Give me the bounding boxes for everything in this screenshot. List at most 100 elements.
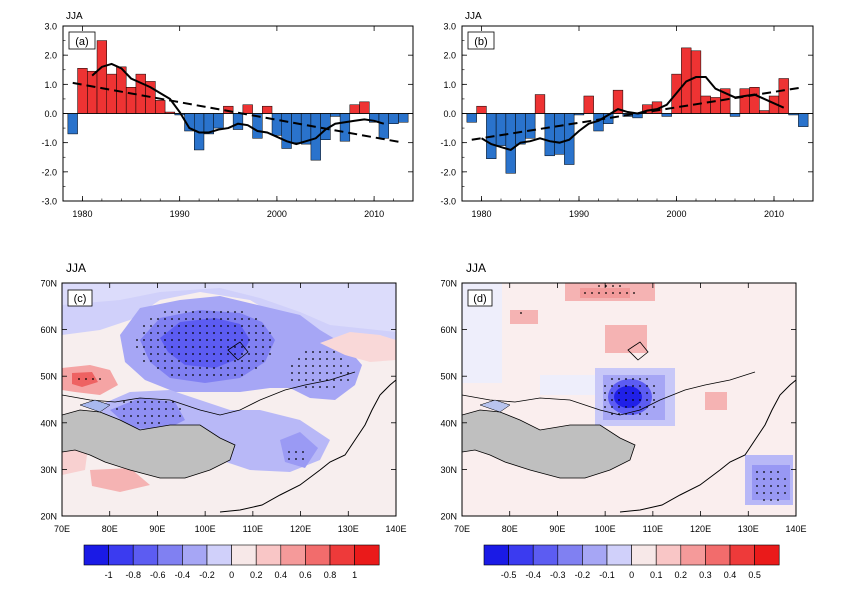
panel-c-stipple-dot [248,332,250,334]
panel-c-lake-baikal [227,341,249,361]
panel-c-stipple-dot [319,386,321,388]
panel-d-stipple-dot [598,292,600,294]
panel-a-bar-1999 [262,105,273,114]
panel-d-stipple-dot [777,485,779,487]
panel-c-stipple-dot [347,365,349,367]
panel-c-stipple-dot [333,351,335,353]
panel-d-lake-balkhash [479,399,511,413]
panel-c-lon-label: 110E [243,524,263,534]
panel-c-season-label: JJA [66,261,86,275]
panel-c-lat-label: 70N [40,279,57,289]
panel-a-xtick-label: 2010 [364,209,384,219]
panel-d-colorbar-label: -0.5 [501,570,517,580]
panel-c-stipple-dot [298,365,300,367]
panel-d-map: JJA [440,261,806,580]
panel-d-plateau-mask [462,410,635,478]
panel-c-stipple-dot [137,408,139,410]
panel-c-colorbar-label: -0.4 [175,570,191,580]
panel-d-lon-label: 130E [738,524,759,534]
panel-c-stipple-dot [178,339,180,341]
panel-c-stipple-dot [206,353,208,355]
panel-d-stipple-dot [584,292,586,294]
panel-c-stipple-dot [312,358,314,360]
panel-d-stipple-dot [784,492,786,494]
panel-c-stipple-dot [255,360,257,362]
panel-d-lat-label: 20N [440,512,457,522]
panel-c-stipple-dot [347,372,349,374]
panel-c-stipple-dot [347,379,349,381]
panel-b-smoothed-series [480,76,785,152]
panel-c-colorbar: -1 -0.8 -0.6 -0.4 -0.2 0 0.2 0.4 0.6 0.8 1 [83,544,380,580]
panel-d-lat-label: 50N [440,372,457,382]
panel-d-colorbar-swatch [631,544,657,566]
panel-c-colorbar-swatch [108,544,134,566]
panel-c-stipple-dot [137,415,139,417]
panel-d-lat-label: 70N [440,279,457,289]
panel-b-xtick-label: 2000 [666,209,686,219]
panel-d-stipple-dot [632,378,634,380]
panel-b-bar-1982 [495,113,507,146]
panel-c-stipple-dot [199,374,201,376]
panel-c-stipple-dot [144,415,146,417]
panel-c-stipple-dot [171,318,173,320]
panel-c-lake-balkhash [79,399,111,413]
panel-a-bar-2013 [398,113,409,123]
panel-c-stipple-dot [164,353,166,355]
panel-c-stipple-dot [333,379,335,381]
panel-c-stipple-dot [213,360,215,362]
panel-a-bar-2006 [330,113,341,117]
panel-c-stipple-dot [144,408,146,410]
panel-d-stipple-dot [763,492,765,494]
panel-c-stipple-dot [312,351,314,353]
panel-d-colorbar-label: 0.4 [724,570,737,580]
panel-c-axes: 70E 80E 90E 100E 110E 120E 130E 140E 20N 30N 40N 50… [40,279,406,535]
panel-c-stipple-dot [151,422,153,424]
panel-c-stipple-dot [241,318,243,320]
panel-c-stipple-dot [298,379,300,381]
panel-c-stipple-dot [213,318,215,320]
panel-c-stipple-dot [192,374,194,376]
panel-c-stipple-dot [130,401,132,403]
panel-c-stipple-dot [305,358,307,360]
panel-d-lon-label: 100E [595,524,616,534]
panel-c-stipple-dot [116,408,118,410]
panel-c-stipple-dot [234,346,236,348]
panel-a-season-label: JJA [66,11,83,22]
panel-d-lat-label: 40N [440,418,457,428]
panel-c-stipple-dot [248,353,250,355]
panel-c-stipple-dot [99,378,101,380]
panel-b-ytick-label: 0.0 [443,109,456,119]
panel-d-stipple-dot [639,378,641,380]
panel-c-stipple-dot [269,339,271,341]
panel-d-border-plateau [462,409,636,479]
panel-c-stipple-dot [340,365,342,367]
panel-c-stipple-dot [206,311,208,313]
panel-c-stipple-dot [288,451,290,453]
panel-c-stipple-dot [171,346,173,348]
panel-d-colorbar-swatch [655,544,682,566]
panel-d-stipple-dot [611,399,613,401]
panel-d-stipple-dot [625,392,627,394]
panel-c-lon-label: 70E [54,524,70,534]
panel-c-stipple-dot [171,360,173,362]
panel-d-stipple-dot [618,399,620,401]
panel-c-colorbar-swatch [83,544,109,566]
panel-d-tag: (d) [473,293,486,305]
panel-d-coastline-south [619,469,721,513]
panel-c-stipple-dot [164,360,166,362]
panel-c-stipple-dot [178,325,180,327]
panel-d-stipple-dot [611,392,613,394]
panel-c-stipple-dot [298,372,300,374]
panel-c-stipple-dot [192,318,194,320]
panel-c-stipple-dot [151,401,153,403]
panel-c-stipple-dot [185,353,187,355]
panel-c-positive-south [90,468,150,492]
panel-c-stipple-dot [171,339,173,341]
panel-d-stipple-dot [611,413,613,415]
panel-d-colorbar-swatch [680,544,706,566]
panel-c-stipple-dot [158,415,160,417]
panel-c-stipple-dot [206,325,208,327]
panel-d-stipple-dot [646,399,648,401]
panel-a-bar-1985 [125,87,137,114]
panel-d-colorbar-swatch [729,544,755,566]
